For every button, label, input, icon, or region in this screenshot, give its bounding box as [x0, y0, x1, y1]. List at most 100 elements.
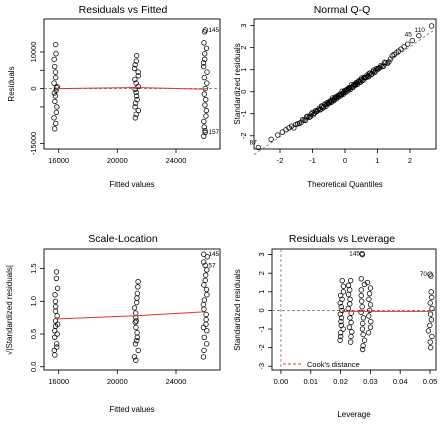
plot-frame	[43, 248, 221, 371]
x-tick-label: 20000	[107, 377, 128, 386]
x-axis-ticks: 16000 20000 24000	[48, 149, 186, 165]
smoother-line	[55, 311, 206, 320]
data-point	[134, 334, 141, 340]
panel-title: Scale-Location	[88, 233, 158, 245]
data-point	[135, 69, 141, 75]
data-point	[339, 277, 345, 284]
data-point	[132, 86, 138, 92]
qq-point	[386, 59, 392, 65]
y-tick-label: 3	[257, 252, 266, 256]
data-point	[203, 321, 209, 327]
data-point	[51, 347, 57, 354]
x-axis-label: Leverage	[337, 410, 371, 419]
x-axis-ticks: 0.00 0.01 0.02 0.03 0.04 0.05	[274, 370, 438, 386]
data-point	[204, 80, 210, 86]
data-point	[428, 289, 434, 295]
qq-point	[409, 37, 415, 44]
data-point	[338, 318, 344, 325]
qq-point	[384, 60, 391, 67]
data-point	[133, 310, 139, 316]
data-point	[135, 73, 141, 79]
data-point	[134, 337, 140, 344]
qq-point	[255, 144, 262, 151]
panel-title: Normal Q-Q	[314, 4, 371, 16]
data-point	[201, 29, 208, 35]
data-point	[347, 287, 353, 293]
y-tick-label: 2	[257, 271, 266, 275]
data-point	[361, 337, 368, 343]
data-point	[348, 333, 354, 340]
data-point	[54, 331, 60, 337]
y-axis-ticks: -3 -2 -1 0 1 2 3	[257, 252, 272, 370]
data-point	[52, 63, 58, 70]
x-axis-label: Fitted values	[109, 180, 154, 189]
data-point	[427, 300, 433, 306]
data-point	[200, 354, 207, 360]
data-point	[337, 330, 344, 336]
point-annotation: 145	[208, 27, 219, 34]
data-point	[429, 294, 435, 301]
x-tick-label: 2	[408, 156, 412, 165]
data-point	[53, 269, 60, 275]
data-point	[54, 104, 60, 110]
data-point	[202, 277, 208, 284]
data-point	[132, 100, 139, 106]
data-point	[132, 341, 139, 347]
point-annotation: 87	[250, 139, 258, 146]
x-tick-label: -1	[309, 156, 316, 165]
data-point	[54, 285, 61, 291]
data-point	[338, 333, 344, 340]
data-point	[203, 286, 210, 293]
cooks-distance-legend: Cook's distance	[283, 360, 360, 369]
qq-point	[321, 104, 327, 110]
data-point	[360, 315, 367, 321]
data-point	[337, 300, 343, 306]
data-point	[202, 128, 208, 134]
x-tick-label: -2	[277, 156, 284, 165]
data-point	[53, 303, 59, 310]
qq-point	[314, 108, 320, 114]
data-point	[135, 83, 141, 90]
data-point	[203, 272, 209, 278]
data-point	[200, 63, 207, 70]
x-tick-label: 24000	[166, 156, 187, 165]
data-point	[367, 324, 374, 330]
data-point	[52, 93, 59, 99]
data-point	[54, 321, 61, 327]
data-point	[338, 304, 344, 310]
point-annotation: 110	[415, 27, 426, 34]
y-tick-label: -1	[239, 110, 248, 117]
cooks-distance-legend-label: Cook's distance	[307, 360, 360, 369]
data-point	[200, 60, 207, 66]
data-point	[201, 118, 207, 125]
data-point	[200, 259, 207, 265]
data-point	[361, 281, 368, 288]
data-point	[358, 287, 364, 293]
y-tick-label: 1	[257, 290, 266, 294]
data-point	[201, 251, 207, 257]
plot-frame	[253, 18, 437, 150]
qq-point	[428, 23, 435, 29]
data-point	[53, 109, 60, 116]
data-point	[427, 344, 434, 351]
residuals-vs-leverage-panel: Residuals vs Leverage 0.00 0.01 0.02 0.03 0.…	[233, 233, 437, 419]
y-tick-label: 10000	[29, 42, 38, 63]
x-tick-label: 0.05	[423, 377, 438, 386]
qq-point	[348, 82, 355, 88]
x-tick-label: 0.02	[333, 377, 348, 386]
y-tick-label: 2	[239, 46, 248, 50]
data-point	[358, 309, 364, 315]
data-point	[340, 326, 346, 332]
data-point	[204, 328, 210, 334]
qq-point	[383, 59, 389, 66]
data-point	[203, 311, 209, 318]
data-point	[368, 318, 374, 325]
y-axis-ticks: -15000 0 10000	[29, 42, 44, 155]
qq-point	[275, 132, 281, 138]
data-point	[358, 292, 364, 299]
data-point	[347, 277, 354, 284]
data-point	[348, 319, 354, 326]
data-point	[346, 324, 353, 330]
x-tick-label: 1	[375, 156, 379, 165]
